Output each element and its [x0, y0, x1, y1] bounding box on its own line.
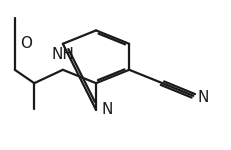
Text: N: N	[102, 102, 113, 117]
Text: N: N	[198, 90, 209, 105]
Text: NH: NH	[52, 47, 74, 62]
Text: O: O	[21, 36, 33, 51]
